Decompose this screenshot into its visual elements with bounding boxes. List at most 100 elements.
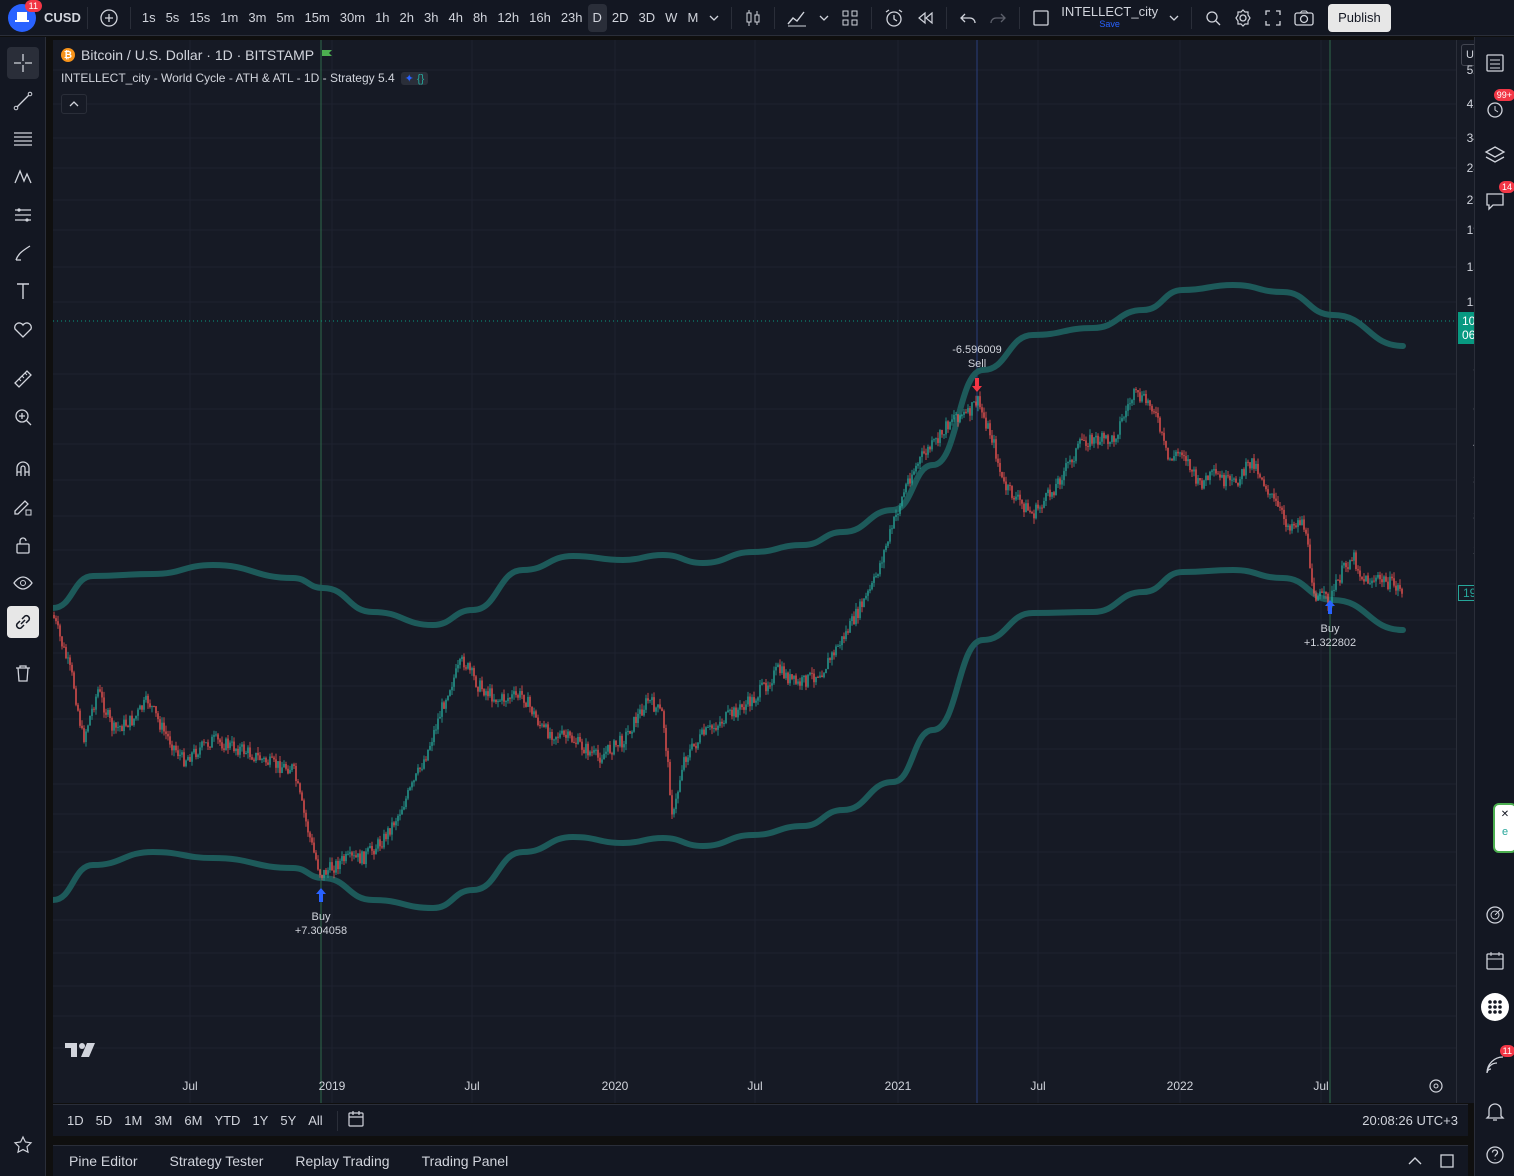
tab-trading-panel[interactable]: Trading Panel (421, 1153, 509, 1169)
indicators-button[interactable] (781, 4, 813, 32)
indicators-dropdown[interactable] (813, 4, 835, 32)
interval-23h[interactable]: 23h (560, 10, 583, 25)
interval-m[interactable]: M (687, 10, 699, 25)
apps-button[interactable] (1481, 993, 1509, 1021)
watchlist-star-button[interactable] (7, 1129, 39, 1161)
interval-2h[interactable]: 2h (399, 10, 414, 25)
interval-12h[interactable]: 12h (497, 10, 520, 25)
sync-drawings-tool[interactable] (7, 606, 39, 638)
layout-dropdown[interactable] (1163, 4, 1185, 32)
time-axis[interactable]: Jul 2019 Jul 2020 Jul 2021 Jul 2022 Jul (53, 1070, 1403, 1103)
settings-button[interactable] (1228, 4, 1258, 32)
candle-body (713, 728, 715, 730)
hotlists-button[interactable] (1481, 901, 1509, 929)
flag-icon[interactable] (320, 49, 334, 61)
interval-3d[interactable]: 3D (638, 10, 656, 25)
candle-body (311, 837, 313, 843)
extension-widget[interactable]: ✕ e (1493, 803, 1514, 853)
chart-type-button[interactable] (738, 4, 768, 32)
interval-2d[interactable]: 2D (611, 10, 629, 25)
remove-drawings-tool[interactable] (7, 657, 39, 689)
price-plot[interactable]: Buy +7.304058 -6.596009 Sell Buy +1.322802 (53, 40, 1456, 1103)
auto-scale-button[interactable] (1428, 1078, 1444, 1099)
candle-body (1161, 431, 1163, 433)
trendline-tool[interactable] (7, 85, 39, 117)
zoom-tool[interactable] (7, 401, 39, 433)
measure-tool[interactable] (7, 363, 39, 395)
range-3m[interactable]: 3M (154, 1113, 173, 1128)
maximize-panel-button[interactable] (1438, 1152, 1456, 1173)
chats-button[interactable]: 14 (1481, 181, 1514, 215)
collapse-legend-button[interactable] (61, 94, 87, 114)
lock-drawings-tool[interactable] (7, 529, 39, 561)
stay-drawing-tool[interactable] (7, 491, 39, 523)
interval-d[interactable]: D (587, 3, 607, 32)
interval-30m[interactable]: 30m (339, 10, 366, 25)
range-5d[interactable]: 5D (95, 1113, 113, 1128)
interval-5s[interactable]: 5s (165, 10, 180, 25)
chart-pane[interactable]: Buy +7.304058 -6.596009 Sell Buy +1.322802 ₿ … (53, 40, 1514, 1103)
interval-w[interactable]: W (665, 10, 678, 25)
range-1d[interactable]: 1D (67, 1113, 84, 1128)
snapshot-button[interactable] (1288, 4, 1320, 32)
interval-5m[interactable]: 5m (276, 10, 295, 25)
streams-button[interactable]: 11 (1481, 1045, 1514, 1079)
tab-replay-trading[interactable]: Replay Trading (295, 1153, 390, 1169)
interval-4h[interactable]: 4h (448, 10, 463, 25)
interval-1s[interactable]: 1s (141, 10, 156, 25)
object-tree-button[interactable] (1481, 141, 1509, 169)
range-ytd[interactable]: YTD (214, 1113, 241, 1128)
magnet-tool[interactable] (7, 453, 39, 485)
help-button[interactable] (1481, 1141, 1509, 1169)
indicator-badge[interactable]: ✦ {} (400, 71, 429, 85)
indicator-title[interactable]: INTELLECT_city - World Cycle - ATH & ATL… (61, 71, 395, 85)
calendar-button[interactable] (1481, 947, 1509, 975)
interval-8h[interactable]: 8h (472, 10, 488, 25)
quick-search-button[interactable] (1198, 4, 1228, 32)
interval-1m[interactable]: 1m (220, 10, 239, 25)
user-avatar[interactable]: 11 (8, 0, 42, 32)
interval-3h[interactable]: 3h (424, 10, 439, 25)
fullscreen-button[interactable] (1258, 4, 1288, 32)
hide-drawings-tool[interactable] (7, 567, 39, 599)
goto-date-button[interactable] (346, 1109, 366, 1132)
layout-button[interactable] (1026, 4, 1056, 32)
text-tool[interactable] (7, 275, 39, 307)
range-6m[interactable]: 6M (184, 1113, 203, 1128)
layout-name-button[interactable]: INTELLECT_city Save (1056, 4, 1163, 32)
range-5y[interactable]: 5Y (280, 1113, 297, 1128)
alerts-button[interactable]: 99+ (1481, 89, 1514, 123)
candle-body (681, 769, 683, 781)
close-icon[interactable]: ✕ (1500, 809, 1510, 820)
tab-strategy-tester[interactable]: Strategy Tester (169, 1153, 264, 1169)
replay-button[interactable] (910, 4, 940, 32)
interval-16h[interactable]: 16h (529, 10, 551, 25)
tab-pine-editor[interactable]: Pine Editor (69, 1153, 138, 1169)
collapse-panel-button[interactable] (1406, 1152, 1424, 1173)
pattern-tool[interactable] (7, 161, 39, 193)
interval-dropdown-button[interactable] (703, 4, 725, 32)
interval-1h[interactable]: 1h (375, 10, 390, 25)
layout-grid-button[interactable] (835, 4, 865, 32)
watchlist-button[interactable] (1481, 49, 1509, 77)
notifications-button[interactable] (1481, 1097, 1509, 1125)
brush-tool[interactable] (7, 237, 39, 269)
clock[interactable]: 20:08:26 UTC+3 (1362, 1113, 1458, 1128)
crosshair-tool[interactable] (7, 47, 39, 79)
publish-button[interactable]: Publish (1328, 3, 1391, 32)
range-1m[interactable]: 1M (124, 1113, 143, 1128)
undo-button[interactable] (953, 4, 983, 32)
interval-3m[interactable]: 3m (248, 10, 267, 25)
forecast-tool[interactable] (7, 199, 39, 231)
range-1y[interactable]: 1Y (252, 1113, 269, 1128)
interval-15m[interactable]: 15m (304, 10, 330, 25)
fib-tool[interactable] (7, 123, 39, 155)
redo-button[interactable] (983, 4, 1013, 32)
symbol-title[interactable]: Bitcoin / U.S. Dollar · 1D · BITSTAMP (81, 47, 315, 63)
interval-15s[interactable]: 15s (189, 10, 211, 25)
add-symbol-button[interactable] (94, 4, 124, 32)
range-all[interactable]: All (308, 1113, 323, 1128)
favorites-tool[interactable] (7, 313, 39, 345)
alert-button[interactable] (878, 4, 910, 32)
symbol-search-button[interactable]: CUSD (44, 10, 81, 25)
